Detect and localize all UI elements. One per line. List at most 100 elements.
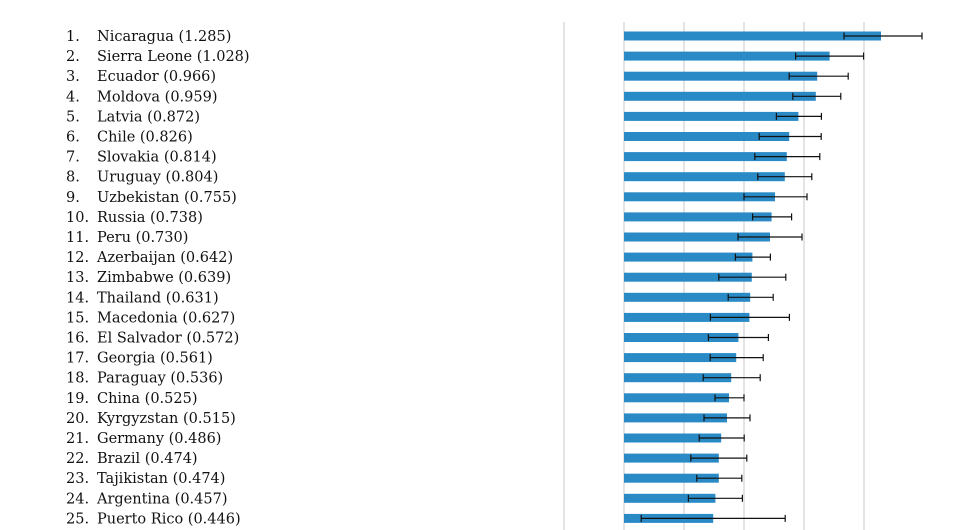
rank-label: 17. xyxy=(66,351,89,367)
rank-label: 11. xyxy=(66,230,89,246)
country-label: Peru (0.730) xyxy=(97,230,188,246)
bar xyxy=(624,453,719,463)
country-label: Moldova (0.959) xyxy=(97,89,218,105)
rank-label: 12. xyxy=(66,250,89,266)
bar xyxy=(624,292,751,302)
error-bar xyxy=(758,133,822,140)
error-bar xyxy=(734,253,772,261)
rank-label: 24. xyxy=(66,491,89,507)
rank-label: 15. xyxy=(66,310,89,326)
country-label: Germany (0.486) xyxy=(97,431,221,447)
error-bar xyxy=(696,474,743,482)
error-bar xyxy=(727,293,774,301)
country-label: Puerto Rico (0.446) xyxy=(97,511,241,527)
country-label: Azerbaijan (0.642) xyxy=(96,250,233,266)
country-label: Brazil (0.474) xyxy=(97,451,198,467)
rank-label: 3. xyxy=(66,69,80,85)
country-label: China (0.525) xyxy=(97,391,198,407)
rank-label: 16. xyxy=(66,331,89,347)
bar xyxy=(624,493,716,503)
error-bar xyxy=(718,273,787,281)
country-label: Chile (0.826) xyxy=(97,130,193,146)
bar xyxy=(624,272,752,282)
error-bar xyxy=(714,394,745,402)
rank-label: 23. xyxy=(66,471,89,487)
bar xyxy=(624,31,881,41)
country-label: Tajikistan (0.474) xyxy=(97,471,225,487)
rank-label: 18. xyxy=(66,371,89,387)
bar xyxy=(624,373,732,383)
rank-label: 8. xyxy=(66,170,80,186)
error-bar xyxy=(737,233,803,241)
error-bar xyxy=(757,173,813,181)
bar xyxy=(624,71,818,81)
bar xyxy=(624,312,750,322)
bar xyxy=(624,433,722,443)
error-bar xyxy=(843,32,923,40)
bar xyxy=(624,473,719,483)
country-label: El Salvador (0.572) xyxy=(97,331,239,347)
rank-label: 22. xyxy=(66,451,89,467)
rank-label: 7. xyxy=(66,150,80,166)
bar xyxy=(624,172,785,182)
rank-label: 5. xyxy=(66,109,80,125)
rank-label: 19. xyxy=(66,391,89,407)
country-label: Ecuador (0.966) xyxy=(97,69,216,85)
error-bars xyxy=(640,32,923,522)
country-label: Uzbekistan (0.755) xyxy=(97,190,237,206)
bar xyxy=(624,252,753,262)
rank-label: 13. xyxy=(66,270,89,286)
bar xyxy=(624,232,770,242)
rank-labels: 1. 2. 3. 4. 5. 6. 7. 8. 9. 10. 11. 12. 13. 14. 15. 16. 1… xyxy=(66,29,89,527)
country-label: Latvia (0.872) xyxy=(97,109,200,125)
bar xyxy=(624,111,799,121)
error-bar xyxy=(754,153,821,161)
rank-label: 1. xyxy=(66,29,80,45)
bar xyxy=(624,132,790,141)
country-label: Paraguay (0.536) xyxy=(97,371,223,387)
country-label: Russia (0.738) xyxy=(97,210,203,226)
error-bar xyxy=(687,494,744,502)
country-label: Macedonia (0.627) xyxy=(97,310,235,326)
country-label: Argentina (0.457) xyxy=(96,491,228,507)
error-bar xyxy=(707,334,770,341)
country-label: Slovakia (0.814) xyxy=(97,150,217,166)
country-label: Georgia (0.561) xyxy=(97,351,213,367)
error-bar xyxy=(709,354,764,362)
country-labels: Nicaragua (1.285) Sierra Leone (1.028) Ecu… xyxy=(96,29,250,527)
bar xyxy=(624,333,739,342)
error-bar xyxy=(640,514,786,522)
country-label: Uruguay (0.804) xyxy=(97,170,218,186)
bar xyxy=(624,393,729,403)
rank-label: 9. xyxy=(66,190,80,206)
error-bar xyxy=(743,193,808,201)
rank-label: 2. xyxy=(66,49,80,65)
bars xyxy=(624,31,881,523)
error-bar xyxy=(751,213,793,221)
error-bar xyxy=(702,374,761,382)
country-label: Sierra Leone (1.028) xyxy=(97,49,250,65)
error-bar xyxy=(709,313,791,321)
rank-label: 10. xyxy=(66,210,89,226)
error-bar xyxy=(788,72,849,80)
rank-label: 4. xyxy=(66,89,80,105)
rank-label: 14. xyxy=(66,290,89,306)
error-bar xyxy=(775,112,823,120)
error-bar xyxy=(703,414,751,422)
country-label: Kyrgyzstan (0.515) xyxy=(97,411,236,427)
country-label: Zimbabwe (0.639) xyxy=(97,270,231,286)
error-bar xyxy=(690,454,748,462)
bar xyxy=(624,212,772,222)
error-bar xyxy=(698,434,745,442)
rank-label: 25. xyxy=(66,511,89,527)
bar xyxy=(624,413,727,423)
bar xyxy=(624,353,737,363)
country-label: Thailand (0.631) xyxy=(97,290,219,306)
rank-label: 20. xyxy=(66,411,89,427)
error-bar xyxy=(792,92,842,100)
error-bar xyxy=(794,52,865,60)
bar xyxy=(624,91,816,101)
rank-label: 6. xyxy=(66,130,80,146)
rank-label: 21. xyxy=(66,431,89,447)
